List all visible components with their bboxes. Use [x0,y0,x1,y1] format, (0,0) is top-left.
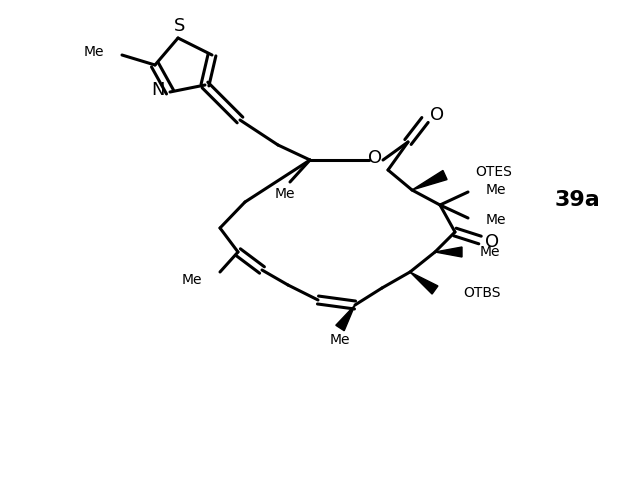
Text: S: S [175,17,186,35]
Text: Me: Me [486,213,507,227]
Text: O: O [430,106,444,124]
Text: Me: Me [480,245,500,259]
Text: 39a: 39a [555,190,601,210]
Text: OTES: OTES [475,165,512,179]
Polygon shape [410,272,438,294]
Text: Me: Me [486,183,507,197]
Text: Me: Me [329,333,350,347]
Polygon shape [412,170,447,190]
Text: Me: Me [275,187,295,201]
Text: Me: Me [181,273,202,287]
Text: O: O [368,149,382,167]
Polygon shape [336,305,355,330]
Text: N: N [151,81,165,99]
Text: OTBS: OTBS [463,286,500,300]
Text: O: O [485,233,499,251]
Text: Me: Me [84,45,104,59]
Polygon shape [435,247,462,257]
